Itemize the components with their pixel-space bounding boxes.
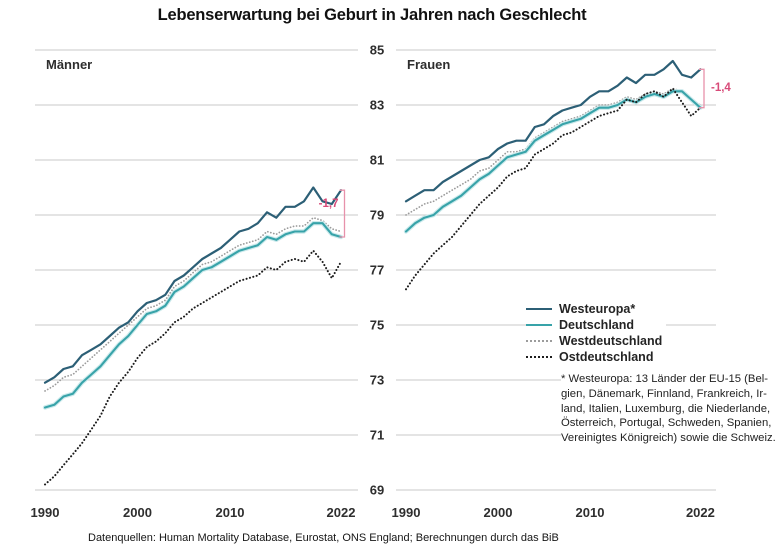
footnote-line: * Westeuropa: 13 Länder der EU-15 (Bel-: [561, 373, 769, 385]
legend-label: Ostdeutschland: [559, 350, 654, 364]
y-tick-label: 71: [370, 428, 384, 443]
x-tick-label: 2000: [484, 505, 513, 520]
y-tick-label: 79: [370, 208, 384, 223]
x-tick-label: 2010: [216, 505, 245, 520]
legend-item-westdeutschland: Westdeutschland: [526, 333, 662, 349]
legend-label: Deutschland: [559, 318, 635, 332]
legend-item-ostdeutschland: Ostdeutschland: [526, 349, 662, 365]
frauen-gap-bracket: [699, 68, 705, 109]
maenner-westeuropa-line: [43, 186, 343, 384]
frauen-ostdeutschland-line: [405, 87, 702, 291]
footnote-westeuropa-definition: * Westeuropa: 13 Länder der EU-15 (Bel- …: [561, 372, 777, 446]
footnote-line: Vereinigtes Königreich) sowie die Schwei…: [561, 432, 776, 445]
legend-swatch-westeuropa-line: [526, 308, 552, 310]
frauen-westdeutschland-line: [405, 87, 702, 216]
y-tick-label: 77: [370, 263, 384, 278]
y-tick-label: 85: [370, 43, 384, 58]
chart-title: Lebenserwartung bei Geburt in Jahren nac…: [157, 6, 587, 24]
legend-swatch-westdeutschland-line: [526, 340, 552, 342]
maenner-westdeutschland-line: [44, 216, 342, 392]
source-note: Datenquellen: Human Mortality Database, …: [88, 532, 559, 544]
panel-label-frauen: Frauen: [407, 57, 451, 72]
chart-legend: Westeuropa* Deutschland Westdeutschland …: [526, 300, 667, 366]
legend-item-deutschland: Deutschland: [526, 317, 662, 333]
footnote-line: land, Italien, Luxemburg, die Niederland…: [561, 402, 771, 415]
frauen-deutschland-line: [404, 90, 702, 233]
frauen-deutschland-line: [403, 89, 703, 234]
panel-label-maenner: Männer: [46, 57, 93, 72]
x-tick-label: 2010: [576, 505, 605, 520]
x-tick-label: 2000: [123, 505, 152, 520]
legend-swatch-deutschland-line: [526, 324, 552, 326]
x-tick-label: 2022: [686, 505, 715, 520]
annotation-women-gap-label: -1,4: [711, 81, 731, 94]
footnote-line: Österreich, Portugal, Schweden, Spanien,: [561, 417, 772, 430]
frauen-westeuropa-line: [404, 59, 702, 203]
legend-label: Westdeutschland: [559, 334, 663, 348]
x-tick-label: 1990: [392, 505, 421, 520]
maenner-deutschland-line: [43, 222, 343, 409]
legend-swatch-ostdeutschland-line: [526, 356, 552, 358]
footnote-line: gien, Dänemark, Finnland, Frankreich, Ir…: [561, 387, 767, 400]
y-tick-label: 73: [370, 373, 384, 388]
legend-label: Westeuropa*: [559, 302, 636, 316]
y-tick-label: 69: [370, 483, 384, 498]
y-tick-label: 83: [370, 98, 384, 113]
maenner-ostdeutschland-line: [44, 249, 342, 486]
x-tick-label: 1990: [31, 505, 60, 520]
legend-item-westeuropa: Westeuropa*: [526, 301, 662, 317]
y-tick-label: 81: [370, 153, 384, 168]
y-tick-label: 75: [370, 318, 384, 333]
maenner-gap-bracket: [339, 189, 346, 238]
x-tick-label: 2022: [327, 505, 356, 520]
annotation-men-gap-label: -1,7: [318, 197, 339, 210]
